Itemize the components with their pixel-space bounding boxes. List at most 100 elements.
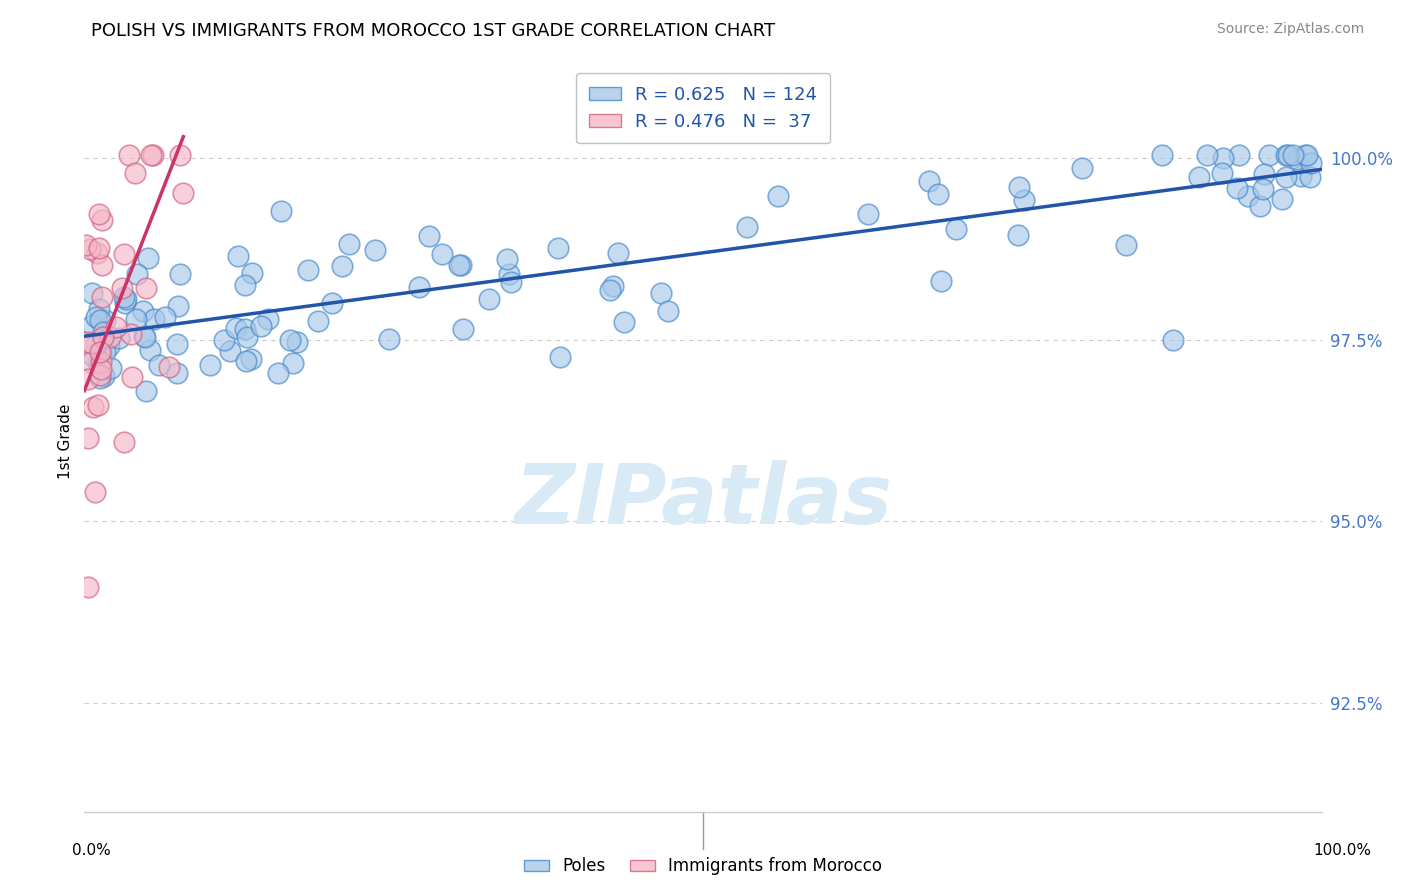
Point	[599, 283, 621, 297]
Point	[134, 329, 156, 343]
Point	[499, 275, 522, 289]
Point	[1289, 169, 1312, 183]
Point	[91, 212, 114, 227]
Point	[235, 330, 257, 344]
Point	[496, 252, 519, 266]
Point	[94, 312, 117, 326]
Point	[447, 258, 470, 272]
Point	[75, 238, 97, 252]
Point	[118, 148, 141, 162]
Point	[1212, 151, 1234, 165]
Point	[307, 313, 329, 327]
Point	[270, 204, 292, 219]
Point	[364, 244, 387, 258]
Point	[121, 370, 143, 384]
Point	[90, 343, 112, 358]
Point	[918, 174, 941, 188]
Point	[498, 267, 520, 281]
Point	[166, 337, 188, 351]
Point	[1249, 199, 1271, 213]
Point	[239, 352, 262, 367]
Point	[86, 246, 108, 260]
Point	[90, 355, 112, 369]
Point	[1275, 169, 1298, 184]
Point	[1161, 333, 1184, 347]
Point	[90, 362, 112, 376]
Point	[87, 241, 110, 255]
Point	[76, 334, 98, 349]
Point	[430, 246, 453, 260]
Legend: R = 0.625   N = 124, R = 0.476   N =  37: R = 0.625 N = 124, R = 0.476 N = 37	[576, 73, 830, 144]
Point	[1188, 170, 1211, 185]
Point	[115, 293, 138, 307]
Point	[91, 258, 114, 272]
Point	[86, 356, 108, 370]
Y-axis label: 1st Grade: 1st Grade	[58, 404, 73, 479]
Point	[450, 258, 472, 272]
Point	[105, 320, 128, 334]
Point	[1251, 182, 1274, 196]
Point	[1285, 152, 1308, 166]
Point	[297, 263, 319, 277]
Point	[79, 242, 101, 256]
Point	[1070, 161, 1092, 175]
Point	[240, 266, 263, 280]
Point	[1115, 238, 1137, 252]
Point	[131, 304, 153, 318]
Point	[337, 237, 360, 252]
Point	[77, 372, 100, 386]
Point	[657, 303, 679, 318]
Point	[233, 322, 256, 336]
Point	[547, 241, 569, 255]
Point	[478, 293, 501, 307]
Point	[250, 319, 273, 334]
Point	[408, 280, 430, 294]
Point	[287, 334, 309, 349]
Point	[219, 344, 242, 359]
Point	[83, 484, 105, 499]
Point	[1299, 156, 1322, 170]
Point	[378, 332, 401, 346]
Point	[613, 315, 636, 329]
Point	[1257, 148, 1279, 162]
Point	[87, 207, 110, 221]
Point	[198, 358, 221, 372]
Point	[142, 312, 165, 326]
Point	[77, 580, 100, 594]
Point	[169, 267, 191, 281]
Point	[1008, 180, 1031, 194]
Point	[1227, 148, 1250, 162]
Point	[125, 267, 148, 281]
Point	[453, 322, 475, 336]
Point	[1299, 170, 1322, 185]
Point	[283, 356, 305, 370]
Point	[111, 281, 134, 295]
Point	[228, 249, 250, 263]
Point	[1211, 166, 1233, 180]
Point	[1277, 148, 1299, 162]
Point	[77, 431, 100, 445]
Point	[87, 302, 110, 317]
Point	[89, 345, 111, 359]
Point	[172, 186, 194, 200]
Point	[108, 331, 131, 345]
Point	[606, 246, 628, 260]
Point	[136, 252, 159, 266]
Point	[91, 330, 114, 344]
Point	[100, 361, 122, 376]
Point	[1295, 148, 1317, 162]
Point	[235, 354, 257, 368]
Text: 100.0%: 100.0%	[1313, 843, 1372, 858]
Point	[945, 221, 967, 235]
Point	[225, 320, 247, 334]
Point	[166, 367, 188, 381]
Text: ZIPatlas: ZIPatlas	[515, 460, 891, 541]
Point	[120, 327, 142, 342]
Point	[124, 166, 146, 180]
Point	[929, 274, 952, 288]
Point	[927, 186, 949, 201]
Point	[1294, 148, 1316, 162]
Point	[330, 259, 353, 273]
Point	[112, 290, 135, 304]
Point	[735, 219, 758, 234]
